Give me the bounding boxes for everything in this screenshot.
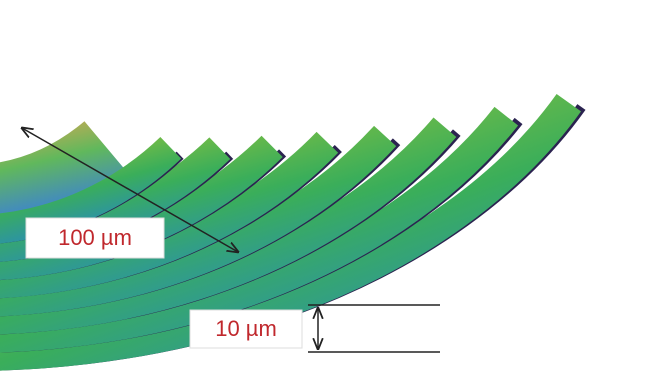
height-label: 10 µm	[215, 316, 277, 341]
width-label: 100 µm	[58, 225, 132, 250]
figure: 100 µm 10 µm	[0, 0, 661, 385]
